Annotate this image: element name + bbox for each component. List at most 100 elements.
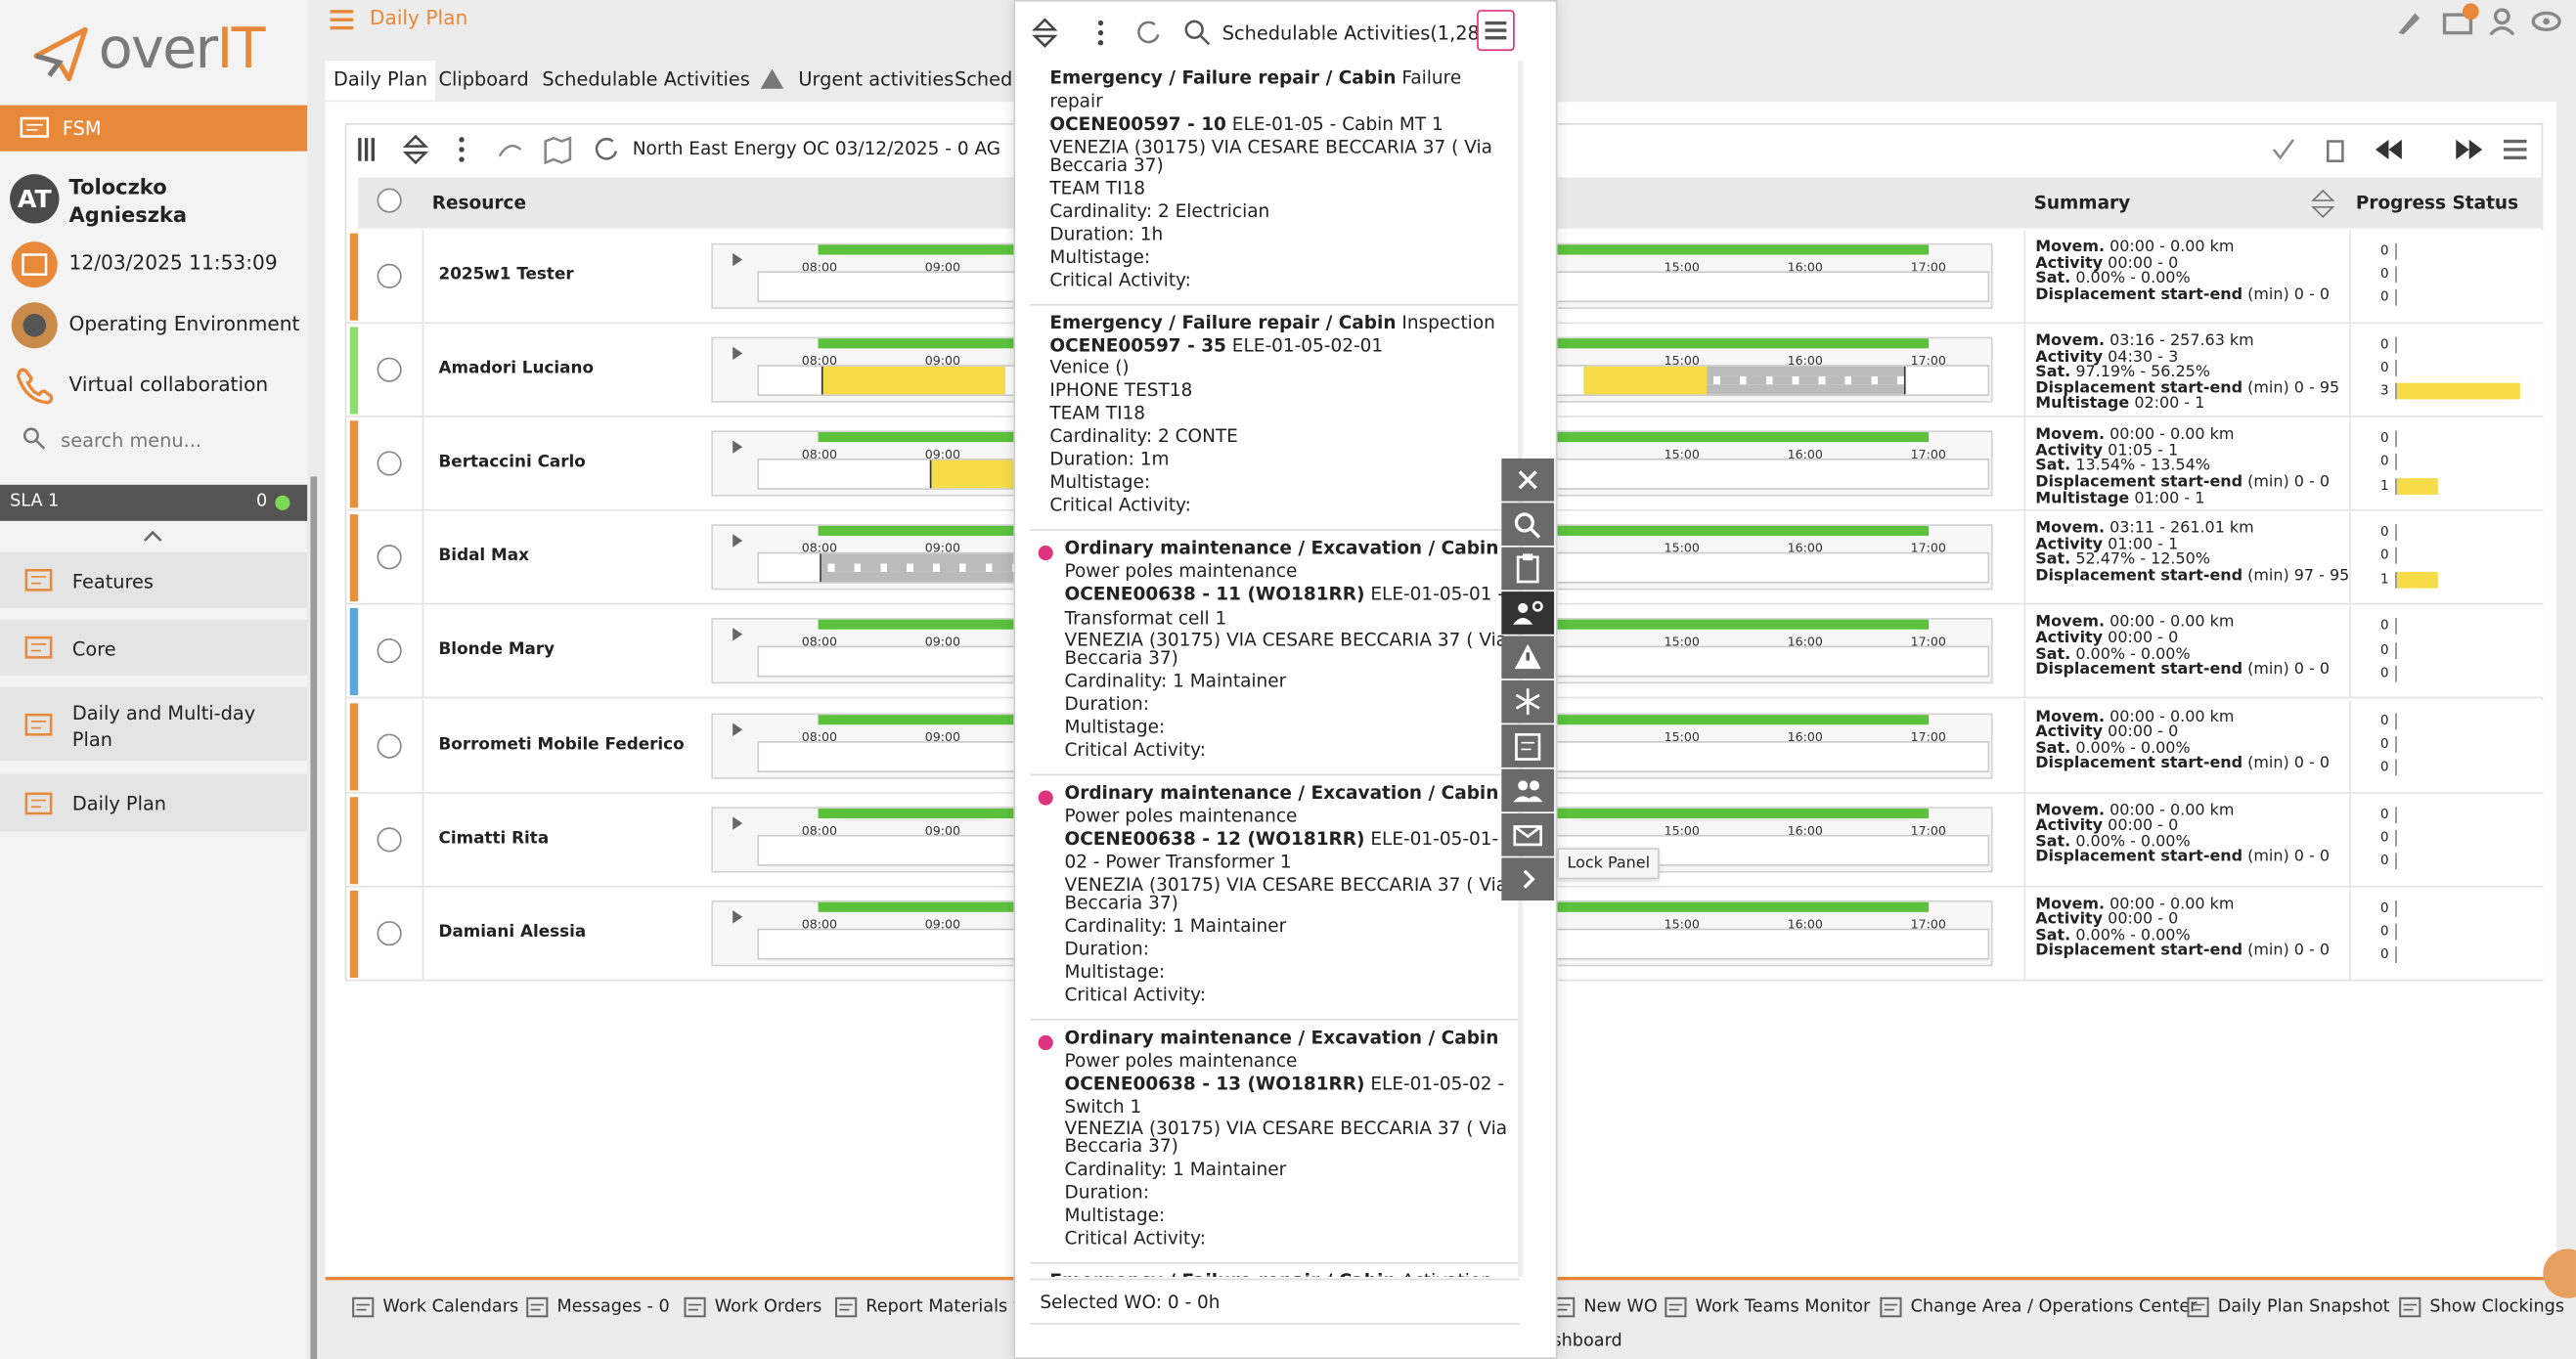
tab[interactable]: Schedu [947, 61, 1033, 100]
panel-tools[interactable] [1032, 18, 1213, 48]
sidebar-link[interactable]: Operating Environment [68, 312, 300, 335]
help-bubble[interactable] [2543, 1249, 2576, 1298]
row-status [349, 608, 359, 696]
hour-label: 08:00 [801, 822, 838, 838]
hour-label: 15:00 [1664, 728, 1700, 744]
activity-asset: ELE-01-05-02 - Switch 1 [1064, 1073, 1505, 1118]
activity-item[interactable]: Ordinary maintenance / Excavation / Cabi… [1030, 775, 1519, 1021]
top-icons[interactable] [2395, 3, 2561, 36]
col-divider [2349, 887, 2351, 981]
logo-text: IT [216, 16, 265, 83]
search-icon [22, 427, 46, 450]
activity-category: Emergency / Failure repair / Cabin [1049, 311, 1397, 333]
panel-action[interactable] [1501, 503, 1555, 547]
tab-label: Urgent activities [798, 66, 955, 91]
expand-arrow[interactable] [732, 815, 744, 830]
row-status [349, 233, 359, 321]
summary-line: Sat. 13.54% - 13.54% [2035, 459, 2330, 475]
progress-axis [2395, 336, 2397, 354]
activity-wo: OCENE00597 - 35 [1049, 334, 1226, 357]
toolbar-right-icons[interactable] [2270, 135, 2533, 164]
panel-action[interactable] [1501, 724, 1555, 767]
expand-arrow[interactable] [732, 534, 744, 548]
row-select[interactable] [377, 451, 403, 477]
menu-item[interactable]: Daily and Multi-day Plan [0, 686, 308, 762]
row-select[interactable] [377, 732, 403, 759]
bottom-action[interactable]: Messages - 0 [526, 1296, 670, 1320]
row-select[interactable] [377, 638, 403, 665]
summary-value: 03:16 - 257.63 km [2110, 331, 2254, 351]
tab[interactable]: Clipboard [430, 61, 537, 100]
activity-item[interactable]: Emergency / Failure repair / Cabin Inspe… [1030, 305, 1519, 531]
progress-value: 0 [2380, 618, 2389, 634]
panel-action[interactable] [1501, 636, 1555, 680]
menu-icon [24, 568, 53, 592]
bottom-action[interactable]: Daily Plan Snapshot [2187, 1296, 2390, 1320]
expand-arrow[interactable] [732, 722, 744, 736]
col-divider [2349, 605, 2351, 699]
activity-item[interactable]: Ordinary maintenance / Excavation / Cabi… [1030, 1020, 1519, 1265]
module-bar[interactable]: FSM [0, 105, 308, 152]
panel-action[interactable] [1501, 592, 1555, 635]
tab[interactable]: Schedulable Activities [534, 61, 758, 100]
bottom-action[interactable]: Work Orders [684, 1296, 822, 1320]
bottom-action[interactable]: Change Area / Operations Center [1880, 1296, 2197, 1320]
progress-value: 0 [2380, 548, 2389, 563]
panel-menu[interactable] [1477, 10, 1515, 52]
tab[interactable]: Urgent activities [754, 61, 962, 100]
menu-icon[interactable] [329, 8, 355, 31]
summary-line: Activity 00:00 - 0 [2035, 255, 2330, 272]
row-select[interactable] [377, 263, 403, 289]
expand-arrow[interactable] [732, 346, 744, 361]
row-select[interactable] [377, 357, 403, 383]
tab[interactable]: Daily Plan [325, 61, 436, 101]
hour-label: 08:00 [801, 447, 838, 462]
expand-arrow[interactable] [732, 440, 744, 455]
row-select[interactable] [377, 545, 403, 571]
activity-type: Activation with installation [1049, 1271, 1492, 1277]
row-select[interactable] [377, 920, 403, 946]
menu-item[interactable]: Daily Plan [0, 773, 308, 832]
col-divider [2023, 793, 2026, 887]
panel-action[interactable] [1501, 768, 1555, 812]
activity-item[interactable]: Emergency / Failure repair / Cabin Activ… [1030, 1264, 1518, 1277]
panel-action[interactable] [1501, 812, 1555, 856]
bottom-action[interactable]: Work Calendars [351, 1296, 518, 1320]
progress-value: 0 [2380, 946, 2389, 962]
collapse-icon[interactable] [143, 529, 162, 542]
summary-value: 00:00 - 0.00 km [2110, 707, 2235, 726]
sidebar-link[interactable]: Virtual collaboration [68, 373, 269, 397]
activity-detail: Critical Activity: [1064, 984, 1206, 1006]
bottom-action[interactable]: Report Materials fo [834, 1296, 1030, 1320]
activity-code: OCENE00638 - 12 (WO181RR) ELE-01-05-01-0… [1065, 829, 1515, 876]
bottom-action[interactable]: Show Clockings [2399, 1296, 2564, 1320]
panel-action[interactable] [1501, 458, 1555, 502]
panel-action[interactable] [1501, 680, 1555, 723]
hour-label: 16:00 [1787, 728, 1823, 744]
activity-list: Emergency / Failure repair / Cabin Failu… [1030, 61, 1519, 1277]
panel-action[interactable] [1501, 857, 1555, 901]
select-all[interactable] [377, 188, 410, 221]
expand-arrow[interactable] [732, 628, 744, 642]
activity-item[interactable]: Emergency / Failure repair / Cabin Failu… [1030, 61, 1519, 305]
menu-item[interactable]: Features [0, 551, 308, 608]
sort-icon[interactable] [2310, 189, 2336, 219]
activity-item[interactable]: Ordinary maintenance / Excavation / Cabi… [1030, 531, 1519, 776]
summary-line: Movem. 00:00 - 0.00 km [2035, 615, 2330, 631]
bottom-action[interactable]: Work Teams Monitor [1665, 1296, 1870, 1320]
menu-item[interactable]: Core [0, 619, 308, 676]
row-select[interactable] [377, 826, 403, 853]
panel-action[interactable] [1501, 547, 1555, 591]
search-input[interactable]: search menu... [61, 428, 202, 453]
activity-title: Emergency / Failure repair / Cabin Failu… [1049, 67, 1514, 114]
expand-arrow[interactable] [732, 252, 744, 267]
resource-name: 2025w1 Tester [438, 266, 574, 285]
bottom-action[interactable]: shboard [1552, 1331, 1621, 1354]
summary-key: Multistage [2035, 395, 2130, 414]
summary: Movem. 00:00 - 0.00 km Activity 00:00 - 0… [2035, 803, 2330, 866]
bottom-label: Daily Plan Snapshot [2217, 1296, 2390, 1317]
bottom-action[interactable]: New WO [1552, 1296, 1658, 1320]
toolbar-icons[interactable] [357, 134, 1014, 165]
expand-arrow[interactable] [732, 909, 744, 924]
activity-category: Ordinary maintenance / Excavation / Cabi… [1064, 781, 1499, 804]
